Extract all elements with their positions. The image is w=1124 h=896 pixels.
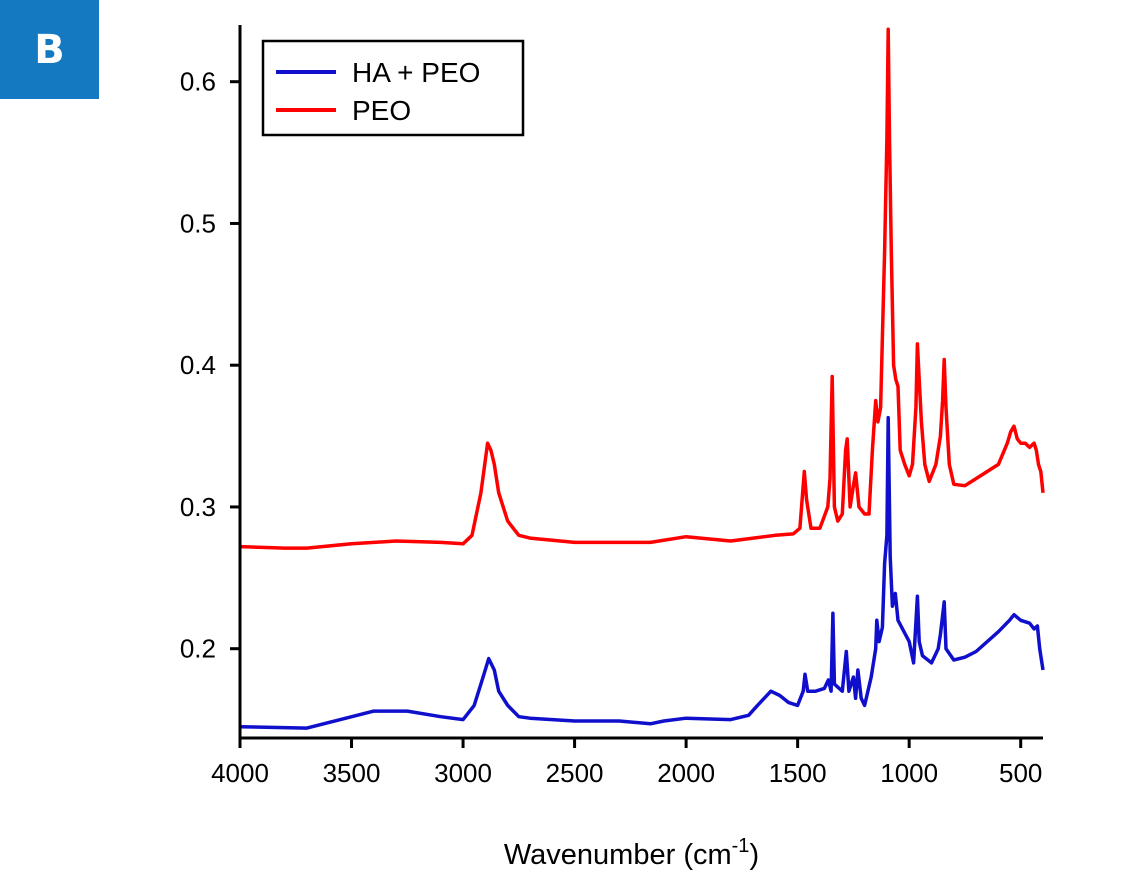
x-tick-label: 1500 <box>769 758 827 788</box>
y-tick-label: 0.6 <box>180 67 216 97</box>
legend-box <box>261 39 525 137</box>
x-tick-label: 500 <box>999 758 1042 788</box>
x-tick-label: 2000 <box>657 758 715 788</box>
x-tick-label: 3500 <box>323 758 381 788</box>
legend-label-ha-peo: HA + PEO <box>352 57 480 88</box>
y-tick-label: 0.3 <box>180 492 216 522</box>
x-axis-title-main: Wavenumber (cm <box>504 839 732 871</box>
plot-lines <box>239 27 1045 730</box>
x-axis-title-superscript: -1 <box>732 835 750 857</box>
x-tick-label: 1000 <box>880 758 938 788</box>
legend: HA + PEO PEO <box>261 39 525 137</box>
y-tick-label: 0.2 <box>180 634 216 664</box>
x-axis-title-suffix: ) <box>749 839 759 871</box>
x-tick-label: 2500 <box>546 758 604 788</box>
y-axis-ticks: 0.2 0.3 0.4 0.5 0.6 <box>180 67 240 664</box>
x-axis-ticks: 4000 3500 3000 2500 2000 1500 1000 500 <box>211 738 1042 788</box>
series-line-ha-peo <box>239 415 1045 730</box>
y-tick-label: 0.4 <box>180 350 216 380</box>
panel-label-badge: B <box>0 0 99 99</box>
x-tick-label: 3000 <box>434 758 492 788</box>
x-axis-title: Wavenumber (cm-1) <box>504 835 759 871</box>
x-tick-label: 4000 <box>211 758 269 788</box>
y-tick-label: 0.5 <box>180 208 216 238</box>
legend-label-peo: PEO <box>352 95 411 126</box>
series-line-peo <box>239 27 1045 550</box>
